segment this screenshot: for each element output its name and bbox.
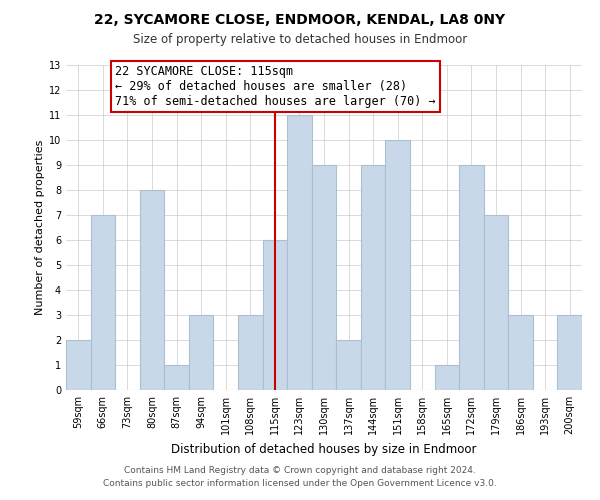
Bar bbox=[557, 315, 582, 390]
Bar bbox=[361, 165, 385, 390]
Bar bbox=[91, 215, 115, 390]
Bar bbox=[287, 115, 312, 390]
Bar bbox=[484, 215, 508, 390]
Text: 22, SYCAMORE CLOSE, ENDMOOR, KENDAL, LA8 0NY: 22, SYCAMORE CLOSE, ENDMOOR, KENDAL, LA8… bbox=[94, 12, 506, 26]
Bar bbox=[189, 315, 214, 390]
Text: 22 SYCAMORE CLOSE: 115sqm
← 29% of detached houses are smaller (28)
71% of semi-: 22 SYCAMORE CLOSE: 115sqm ← 29% of detac… bbox=[115, 65, 436, 108]
Text: Size of property relative to detached houses in Endmoor: Size of property relative to detached ho… bbox=[133, 32, 467, 46]
Bar bbox=[336, 340, 361, 390]
Bar bbox=[164, 365, 189, 390]
Bar bbox=[459, 165, 484, 390]
Text: Contains HM Land Registry data © Crown copyright and database right 2024.
Contai: Contains HM Land Registry data © Crown c… bbox=[103, 466, 497, 487]
Bar bbox=[434, 365, 459, 390]
Bar bbox=[312, 165, 336, 390]
Bar bbox=[385, 140, 410, 390]
Y-axis label: Number of detached properties: Number of detached properties bbox=[35, 140, 44, 315]
Bar bbox=[66, 340, 91, 390]
X-axis label: Distribution of detached houses by size in Endmoor: Distribution of detached houses by size … bbox=[171, 442, 477, 456]
Bar bbox=[238, 315, 263, 390]
Bar bbox=[508, 315, 533, 390]
Bar bbox=[263, 240, 287, 390]
Bar bbox=[140, 190, 164, 390]
